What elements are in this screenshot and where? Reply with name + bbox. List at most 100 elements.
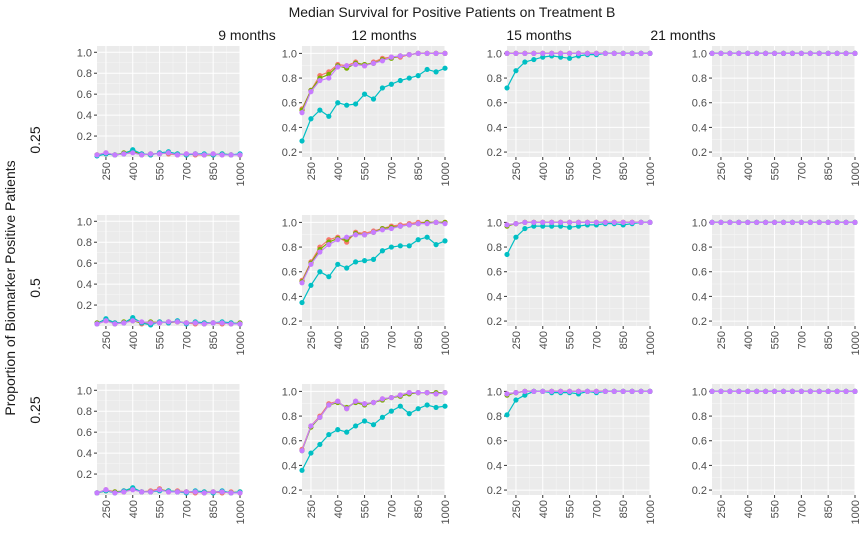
data-point bbox=[442, 403, 448, 409]
data-point bbox=[379, 85, 386, 91]
data-point bbox=[379, 414, 386, 420]
data-point bbox=[433, 219, 439, 225]
y-tick-label: 0.4 bbox=[77, 448, 92, 460]
y-tick-label: 0.4 bbox=[692, 122, 707, 134]
data-point bbox=[344, 234, 350, 240]
y-tick-label: 1.0 bbox=[77, 385, 92, 397]
panel-r3-c3: 0.2 0.4 0.6 0.8 1.0 250 400 550 700 850 1000 bbox=[487, 384, 657, 524]
data-point bbox=[397, 243, 403, 249]
y-tick-label: 0.2 bbox=[692, 147, 707, 159]
data-point bbox=[406, 75, 412, 81]
panel-r2-c2: 0.2 0.4 0.6 0.8 1.0 250 400 550 700 850 1000 bbox=[282, 215, 452, 355]
data-point bbox=[237, 490, 243, 496]
data-point bbox=[335, 427, 341, 433]
data-point bbox=[139, 152, 145, 158]
data-point bbox=[210, 151, 216, 157]
data-point bbox=[771, 50, 778, 57]
panel-background bbox=[97, 46, 240, 157]
panel-background bbox=[507, 384, 650, 495]
data-point bbox=[843, 50, 849, 57]
data-point bbox=[317, 107, 323, 113]
data-point bbox=[299, 138, 305, 144]
data-point bbox=[638, 219, 644, 225]
data-point bbox=[156, 487, 163, 493]
panel-r1-c2: 0.2 0.4 0.6 0.8 1.0 250 400 550 700 850 1000 bbox=[282, 46, 452, 186]
x-tick-label: 1000 bbox=[850, 500, 860, 524]
data-point bbox=[593, 388, 599, 394]
data-point bbox=[745, 50, 751, 57]
data-point bbox=[317, 77, 323, 84]
data-point bbox=[335, 398, 341, 404]
data-point bbox=[121, 320, 127, 326]
data-point bbox=[94, 152, 100, 158]
x-tick-label: 700 bbox=[591, 162, 603, 180]
data-point bbox=[165, 150, 172, 156]
data-point bbox=[344, 429, 350, 435]
data-point bbox=[513, 50, 519, 57]
data-point bbox=[326, 431, 332, 438]
x-tick-label: 700 bbox=[796, 500, 808, 518]
x-tick-label: 250 bbox=[716, 162, 728, 180]
data-point bbox=[522, 219, 528, 225]
y-tick-label: 0.2 bbox=[77, 131, 92, 143]
data-point bbox=[763, 50, 769, 57]
panel-background bbox=[507, 46, 650, 157]
data-point bbox=[308, 261, 314, 267]
data-point bbox=[789, 219, 796, 225]
data-point bbox=[415, 221, 421, 227]
data-point bbox=[718, 50, 724, 57]
data-point bbox=[843, 219, 849, 225]
data-point bbox=[156, 151, 163, 157]
data-point bbox=[780, 388, 787, 394]
data-point bbox=[727, 50, 733, 57]
data-point bbox=[763, 219, 769, 225]
data-point bbox=[148, 489, 154, 495]
data-point bbox=[388, 54, 394, 60]
x-tick-label: 1000 bbox=[645, 500, 657, 524]
data-point bbox=[174, 319, 181, 325]
data-point bbox=[379, 227, 386, 233]
data-point bbox=[540, 223, 546, 229]
data-point bbox=[335, 100, 341, 106]
data-point bbox=[335, 237, 341, 243]
data-point bbox=[433, 50, 439, 57]
data-point bbox=[566, 55, 573, 61]
data-point bbox=[183, 489, 189, 495]
data-point bbox=[165, 489, 172, 495]
x-tick-label: 1000 bbox=[850, 331, 860, 355]
data-point bbox=[183, 320, 189, 326]
data-point bbox=[219, 489, 225, 495]
x-tick-label: 250 bbox=[511, 162, 523, 180]
data-point bbox=[575, 223, 582, 229]
data-point bbox=[736, 388, 742, 394]
data-point bbox=[789, 388, 796, 394]
y-tick-label: 0.4 bbox=[487, 460, 502, 472]
data-point bbox=[522, 225, 528, 232]
data-point bbox=[326, 113, 332, 119]
y-tick-label: 1.0 bbox=[282, 48, 297, 60]
data-point bbox=[353, 259, 359, 265]
data-point bbox=[299, 110, 305, 116]
y-tick-label: 0.8 bbox=[282, 411, 297, 423]
data-point bbox=[504, 85, 510, 91]
x-tick-label: 700 bbox=[386, 331, 398, 349]
data-point bbox=[121, 151, 127, 157]
data-point bbox=[611, 50, 617, 57]
data-point bbox=[549, 223, 555, 229]
data-point bbox=[370, 256, 377, 262]
data-point bbox=[442, 65, 448, 71]
data-point bbox=[344, 63, 350, 69]
data-point bbox=[798, 388, 804, 394]
x-tick-label: 850 bbox=[413, 500, 425, 518]
data-point bbox=[852, 50, 858, 57]
x-tick-label: 400 bbox=[333, 162, 345, 180]
data-point bbox=[522, 59, 528, 65]
data-point bbox=[379, 248, 386, 254]
data-point bbox=[299, 299, 305, 306]
data-point bbox=[638, 50, 644, 57]
data-point bbox=[201, 490, 207, 496]
data-point bbox=[549, 388, 555, 394]
data-point bbox=[504, 412, 510, 418]
x-tick-label: 700 bbox=[386, 162, 398, 180]
data-point bbox=[513, 397, 519, 403]
